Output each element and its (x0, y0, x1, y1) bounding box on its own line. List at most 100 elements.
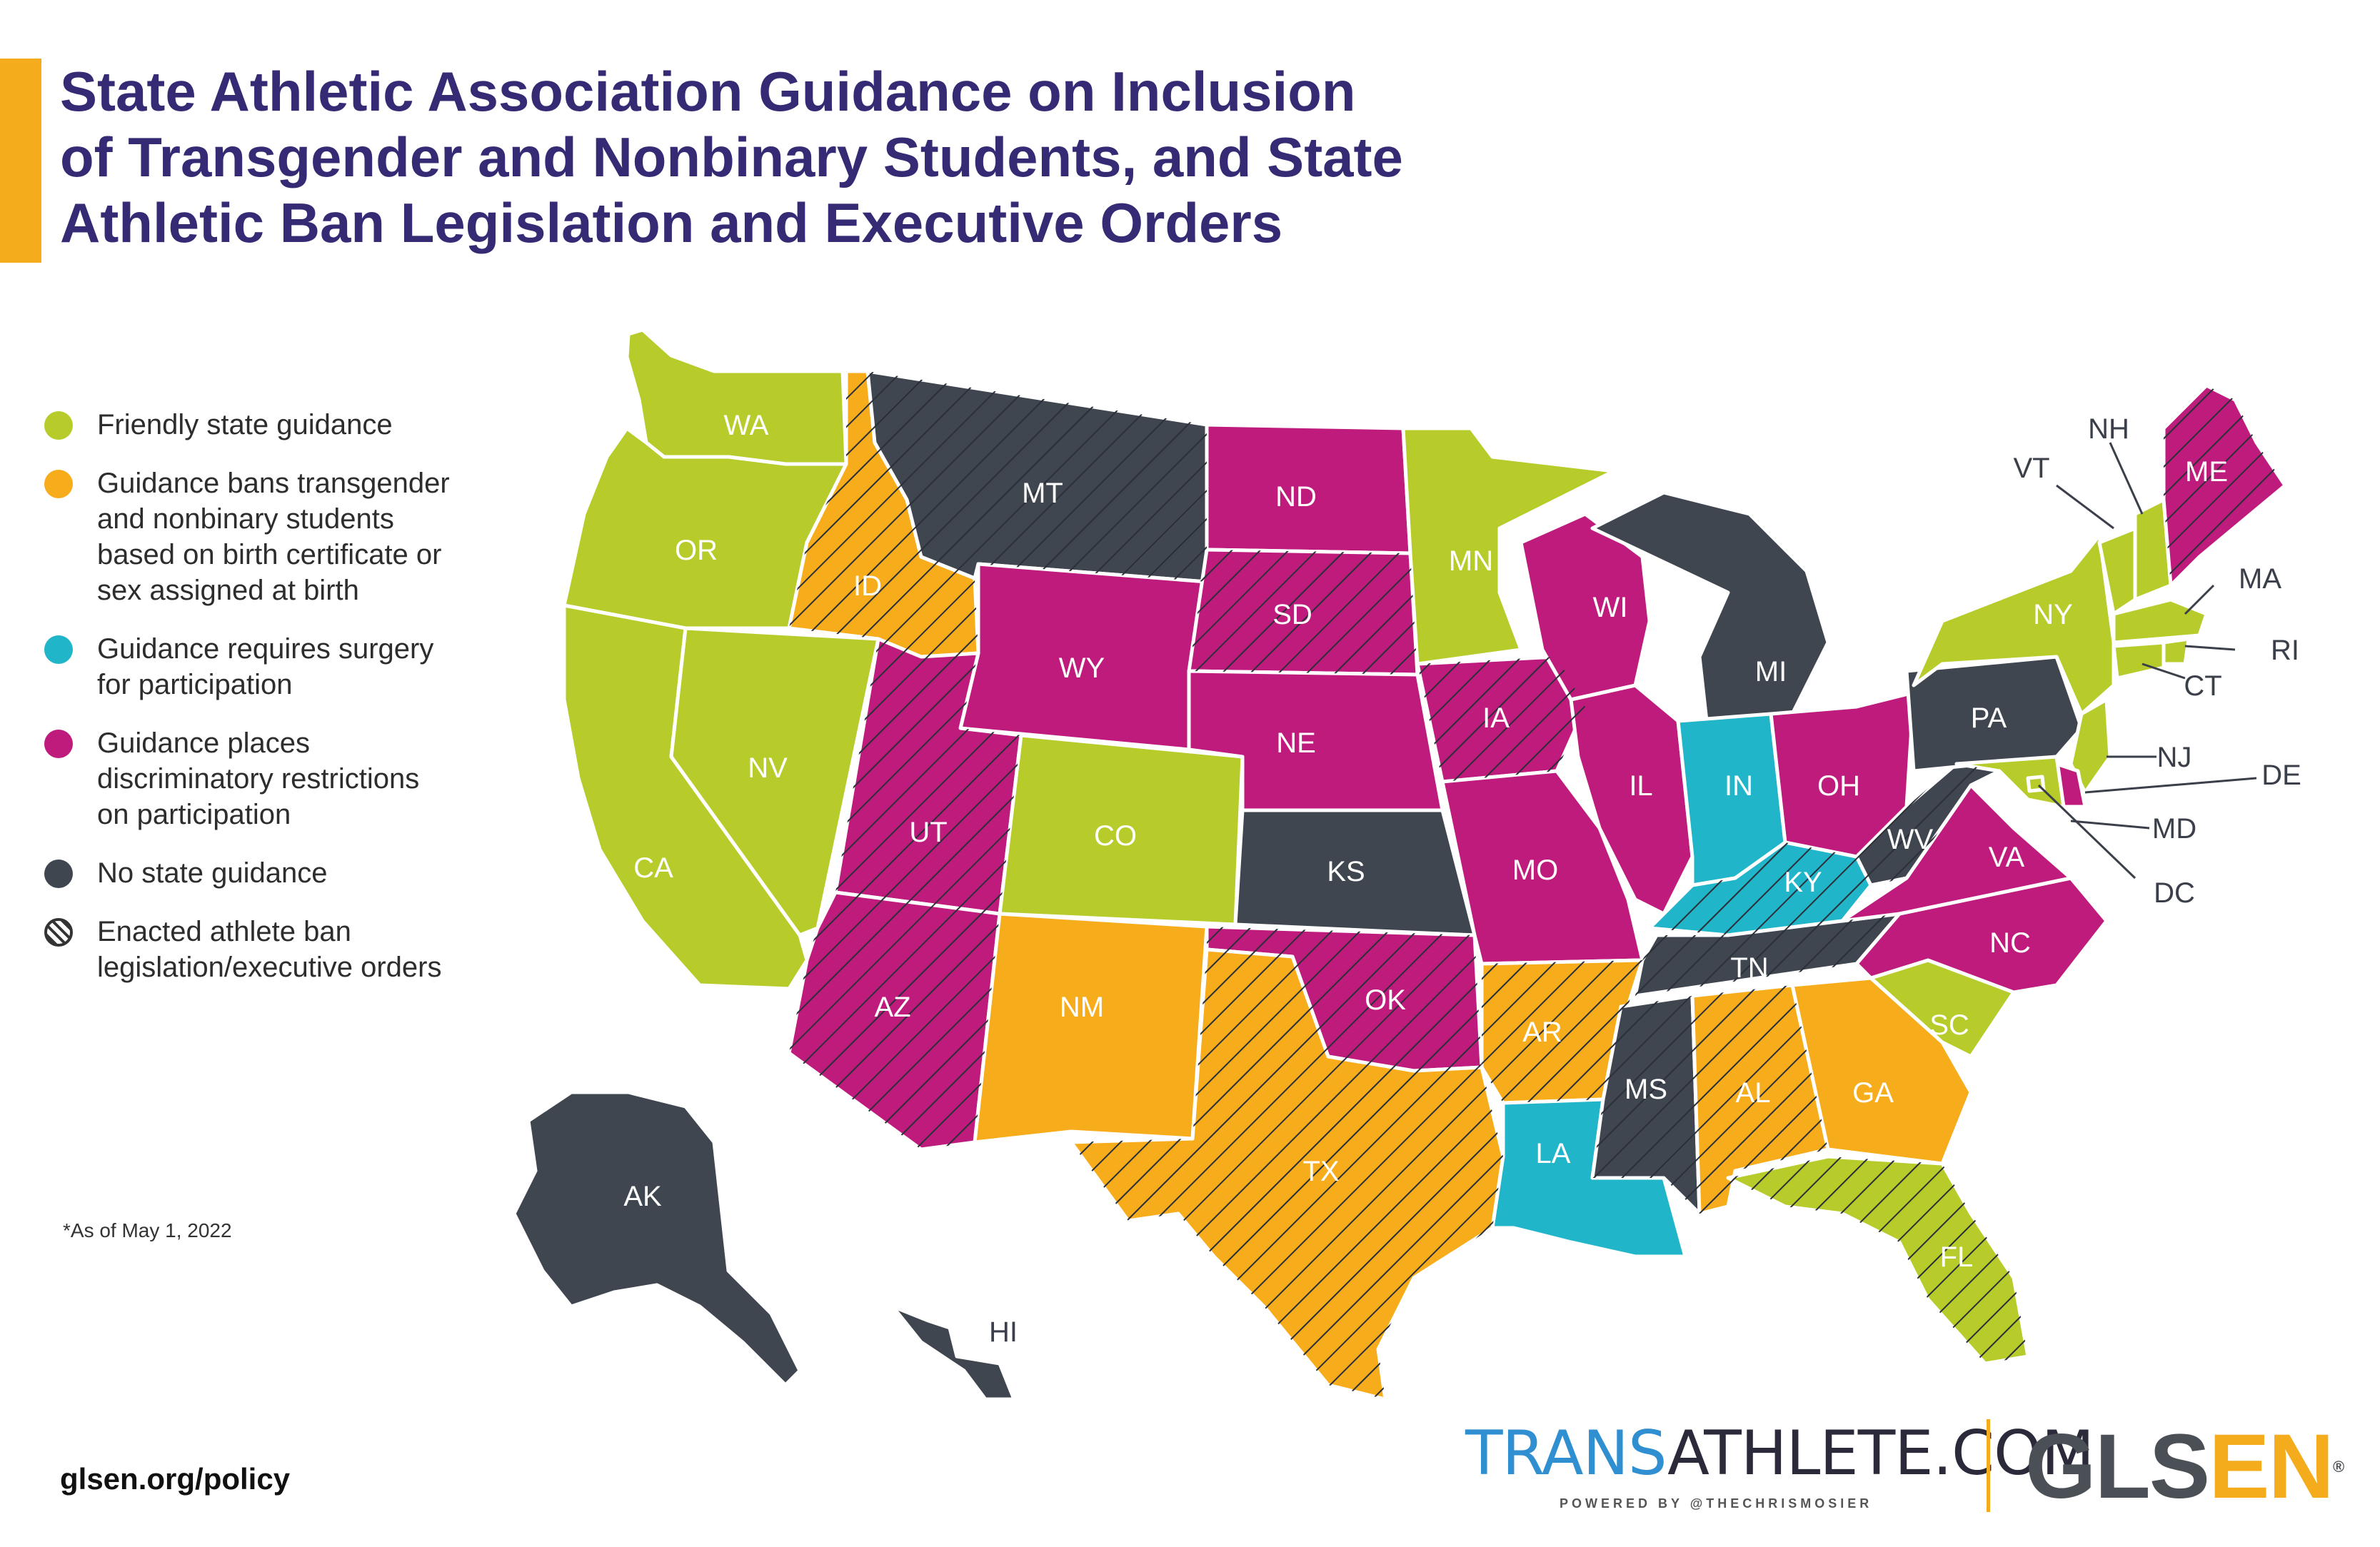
legend-item-none: No state guidance (44, 855, 501, 891)
state-label-tx: TX (1302, 1156, 1339, 1187)
state-label-ok: OK (1365, 984, 1406, 1016)
legend-label-restrictions: Guidance places discriminatory restricti… (97, 727, 420, 830)
state-label-fl: FL (1940, 1241, 1974, 1273)
bans-swatch-icon (44, 470, 73, 498)
state-label-wv: WV (1887, 824, 1934, 855)
state-label-sc: SC (1929, 1009, 1969, 1041)
transathlete-logo-part2: ATHLETE.COM (1667, 1418, 2094, 1489)
state-label-mo: MO (1512, 855, 1558, 886)
ri-leader (2184, 645, 2236, 651)
state-labels: WA OR CA NV ID MT WY UT AZ CO NM ND SD NE KS OK TX MN IA MO… (623, 410, 2301, 1348)
title-line-1: State Athletic Association Guidance on I… (60, 60, 1356, 123)
state-mt[interactable] (865, 369, 1209, 584)
state-label-ms: MS (1625, 1074, 1667, 1105)
state-label-nj: NJ (2157, 742, 2192, 773)
state-label-wy: WY (1059, 652, 1105, 684)
state-label-nm: NM (1060, 992, 1104, 1023)
state-label-sd: SD (1272, 599, 1312, 630)
state-label-ak: AK (623, 1181, 662, 1212)
state-label-ia: IA (1482, 702, 1510, 734)
transathlete-logo-part1: TRANS (1465, 1418, 1668, 1489)
state-label-ri: RI (2271, 635, 2299, 666)
legend-item-restrictions: Guidance places discriminatory restricti… (44, 725, 501, 832)
state-nm[interactable] (973, 912, 1209, 1144)
glsen-logo[interactable]: GLSEN® (2025, 1416, 2344, 1518)
leader-lines (2037, 442, 2257, 880)
vt-leader (2056, 484, 2114, 530)
state-label-dc: DC (2154, 877, 2195, 909)
state-wa[interactable] (625, 328, 848, 466)
legend-item-friendly: Friendly state guidance (44, 407, 501, 443)
ma-leader (2184, 584, 2215, 615)
state-label-ca: CA (633, 852, 673, 884)
state-label-la: LA (1536, 1138, 1571, 1169)
state-label-or: OR (675, 535, 718, 566)
state-hi[interactable] (890, 1304, 1016, 1401)
state-nj[interactable] (2069, 697, 2112, 795)
brand-divider (1987, 1419, 1990, 1512)
de-leader (2084, 777, 2257, 794)
state-label-nv: NV (748, 752, 788, 784)
state-label-oh: OH (1817, 770, 1860, 802)
nh-leader (2109, 442, 2144, 515)
state-mi[interactable] (1590, 490, 1830, 723)
legend-label-ban-law: Enacted athlete ban legislation/executiv… (97, 916, 442, 983)
legend-item-surgery: Guidance requires surgery for participat… (44, 631, 501, 702)
dc-leader (2037, 784, 2137, 880)
state-label-co: CO (1094, 820, 1137, 852)
state-label-in: IN (1724, 770, 1753, 802)
legend-label-surgery: Guidance requires surgery for participat… (97, 633, 434, 700)
state-label-ut: UT (909, 817, 947, 848)
state-ma[interactable] (2112, 598, 2209, 645)
title-line-3: Athletic Ban Legislation and Executive O… (60, 191, 1283, 254)
legend-label-bans: Guidance bans transgender and nonbinary … (97, 468, 450, 606)
state-label-pa: PA (1971, 702, 2007, 734)
state-label-va: VA (1989, 842, 2025, 873)
restrictions-swatch-icon (44, 730, 73, 758)
state-label-al: AL (1736, 1077, 1771, 1109)
map-title: State Athletic Association Guidance on I… (60, 59, 1774, 256)
glsen-logo-part2: EN (2209, 1416, 2334, 1518)
state-ct[interactable] (2112, 640, 2166, 680)
state-label-de: DE (2261, 760, 2301, 791)
state-label-me: ME (2185, 456, 2228, 488)
powered-by-text: POWERED BY @THECHRISMOSIER (1560, 1496, 1873, 1511)
surgery-swatch-icon (44, 635, 73, 664)
as-of-note: *As of May 1, 2022 (63, 1219, 232, 1241)
map-legend: Friendly state guidance Guidance bans tr… (44, 407, 501, 1008)
state-label-ma: MA (2239, 563, 2281, 595)
legend-item-ban-law: Enacted athlete ban legislation/executiv… (44, 914, 501, 985)
policy-url-link[interactable]: glsen.org/policy (60, 1462, 291, 1496)
glsen-logo-part1: GLS (2025, 1416, 2210, 1518)
state-label-ct: CT (2184, 670, 2221, 702)
state-label-tn: TN (1730, 952, 1768, 984)
state-ri[interactable] (2161, 637, 2191, 666)
legend-label-friendly: Friendly state guidance (97, 409, 393, 440)
state-label-ny: NY (2033, 599, 2073, 630)
ct-leader (2142, 662, 2186, 680)
friendly-swatch-icon (44, 411, 73, 440)
title-line-2: of Transgender and Nonbinary Students, a… (60, 126, 1403, 188)
state-label-id: ID (853, 570, 882, 602)
state-label-ar: AR (1522, 1017, 1562, 1048)
state-label-hi: HI (989, 1316, 1018, 1348)
state-ak[interactable] (512, 1090, 802, 1387)
legend-item-bans: Guidance bans transgender and nonbinary … (44, 465, 501, 608)
state-label-wa: WA (724, 410, 769, 441)
hatch-swatch-icon (44, 918, 73, 947)
state-label-ne: NE (1276, 727, 1316, 759)
state-ny[interactable] (1912, 533, 2116, 716)
state-label-nd: ND (1275, 481, 1317, 513)
state-label-nh: NH (2088, 413, 2129, 445)
state-fl[interactable] (1726, 1154, 2030, 1366)
title-accent-bar (0, 59, 41, 263)
transathlete-logo[interactable]: TRANSATHLETE.COM (1465, 1419, 2094, 1488)
md-leader (2070, 820, 2150, 830)
state-label-mi: MI (1755, 656, 1787, 687)
registered-mark: ® (2332, 1458, 2344, 1476)
state-label-mn: MN (1449, 545, 1493, 577)
legend-label-none: No state guidance (97, 857, 328, 889)
state-label-vt: VT (2013, 453, 2049, 484)
none-swatch-icon (44, 860, 73, 888)
